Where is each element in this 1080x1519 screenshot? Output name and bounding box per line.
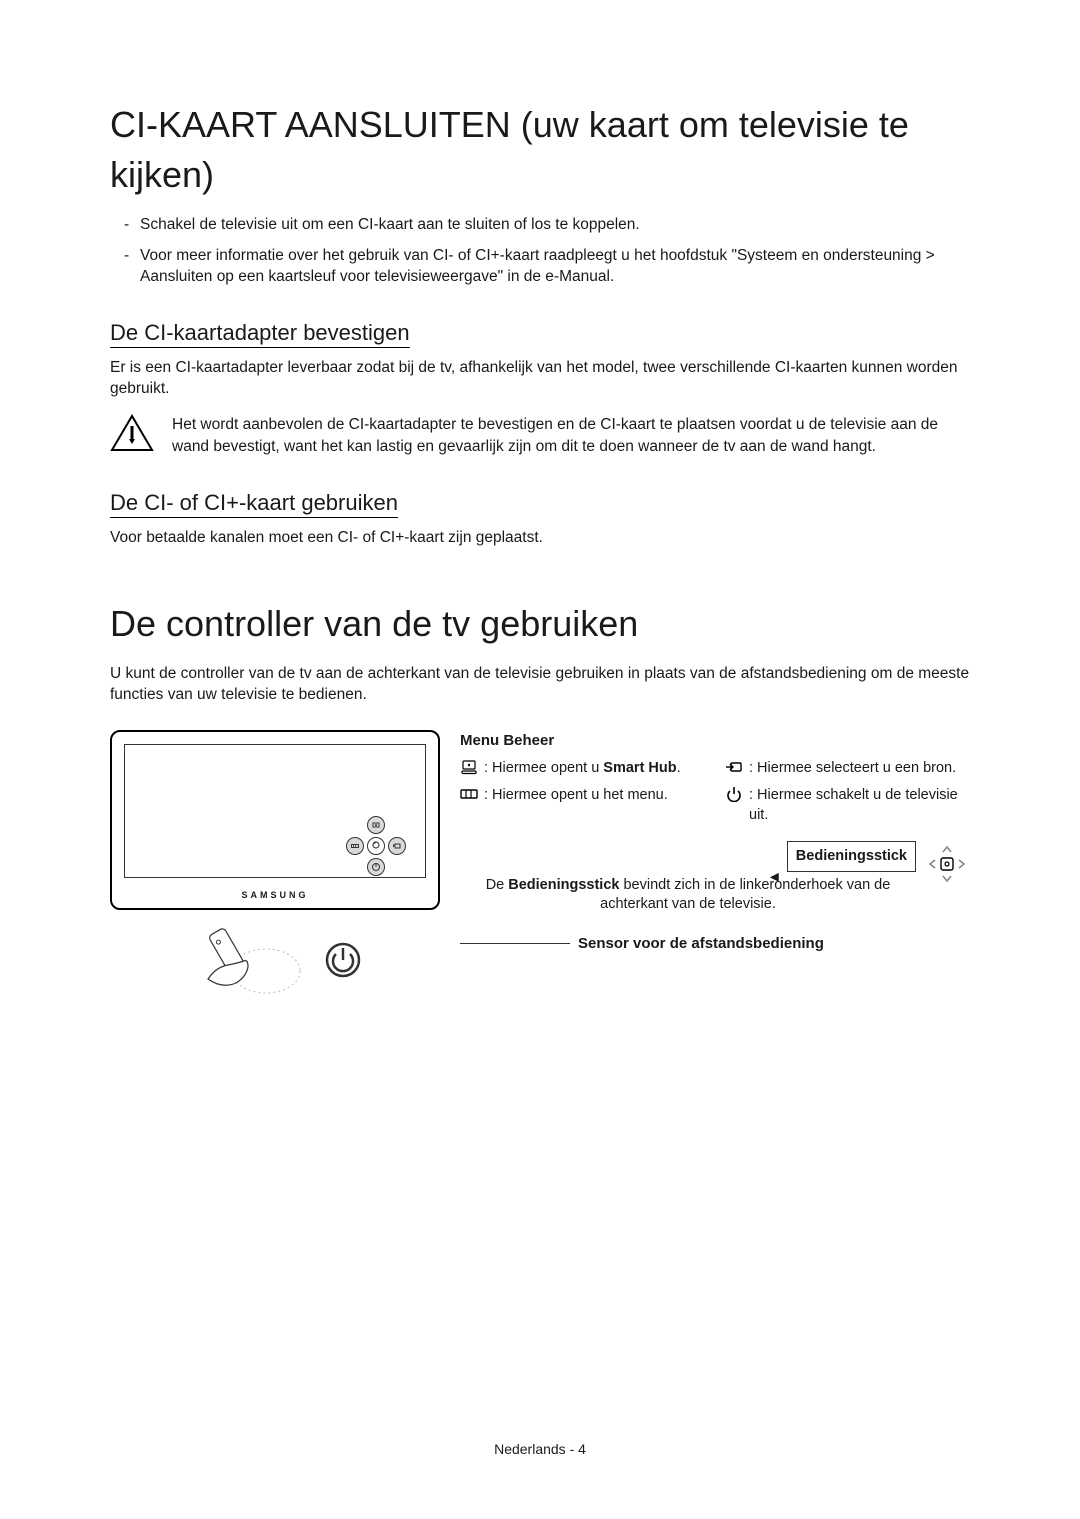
bullet-item: Schakel de televisie uit om een CI-kaart… [140,215,970,236]
warning-icon [110,414,154,452]
use-card-paragraph: Voor betaalde kanalen moet een CI- of CI… [110,528,970,549]
heading-controller: De controller van de tv gebruiken [110,599,970,649]
menu-item-smarthub: : Hiermee opent u Smart Hub. [460,759,705,779]
joystick-left-icon [346,837,364,855]
menu-grid: : Hiermee opent u Smart Hub. : Hiermee s… [460,759,970,826]
controller-diagram: SAMSUNG [110,730,970,1000]
heading-use-card: De CI- of CI+-kaart gebruiken [110,488,970,519]
tv-brand-label: SAMSUNG [112,889,438,902]
power-icon [324,941,362,979]
adapter-paragraph: Er is een CI-kaartadapter leverbaar zoda… [110,358,970,400]
heading-ci-card: CI-KAART AANSLUITEN (uw kaart om televis… [110,100,970,201]
menu-icon [460,786,478,802]
menu-item-openmenu: : Hiermee opent u het menu. [460,786,705,825]
joystick-up-icon [367,816,385,834]
arrow-left-icon: ◂ [770,866,779,886]
sensor-label-row: Sensor voor de afstandsbediening [460,933,970,954]
dpad-icon [924,841,970,887]
joystick-center-icon [367,837,385,855]
menu-item-source: : Hiermee selecteert u een bron. [725,759,970,779]
menu-title: Menu Beheer [460,730,970,751]
ci-card-bullets: Schakel de televisie uit om een CI-kaart… [110,215,970,288]
joystick-illustration [348,818,404,874]
smarthub-icon [460,759,478,775]
power-small-icon [725,786,743,802]
source-icon [725,759,743,775]
heading-adapter: De CI-kaartadapter bevestigen [110,318,970,349]
page-footer: Nederlands - 4 [110,1440,970,1460]
bullet-item: Voor meer informatie over het gebruik va… [140,246,970,288]
menu-item-power: : Hiermee schakelt u de televisie uit. [725,786,970,825]
warning-text: Het wordt aanbevolen de CI-kaartadapter … [172,414,970,457]
bedieningsstick-label: Bedieningsstick [787,841,916,871]
controller-paragraph: U kunt de controller van de tv aan de ac… [110,664,970,706]
joystick-down-icon [367,858,385,876]
warning-callout: Het wordt aanbevolen de CI-kaartadapter … [110,414,970,457]
hand-remote-icon [188,921,308,999]
tv-illustration: SAMSUNG [110,730,440,1000]
joystick-right-icon [388,837,406,855]
bedieningsstick-description: De Bedieningsstick bevindt zich in de li… [460,876,916,915]
